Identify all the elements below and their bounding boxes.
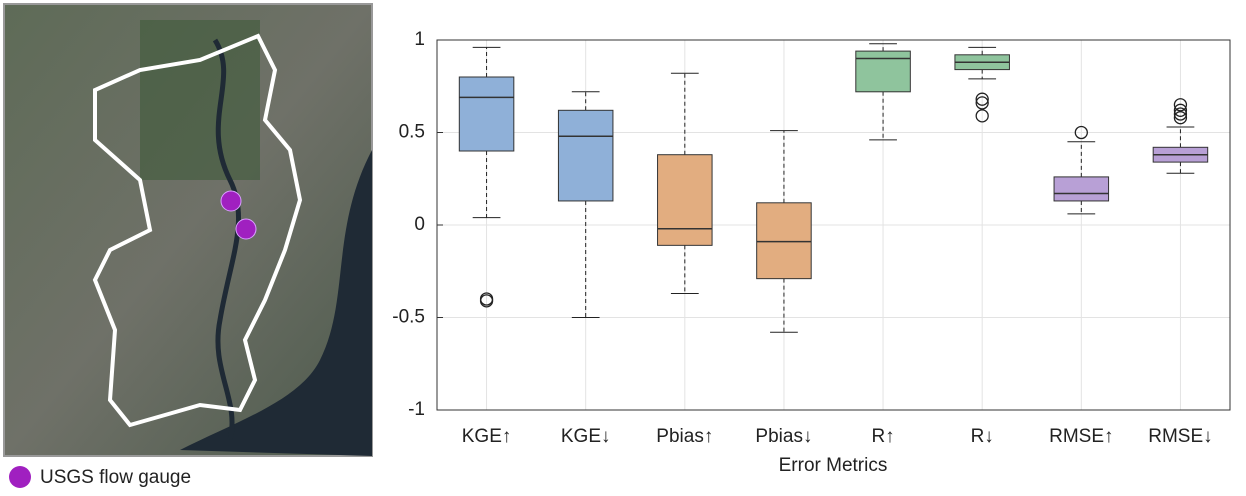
y-tick-label: 0	[414, 214, 425, 235]
x-tick-label: KGE↓	[561, 426, 611, 447]
x-tick-label: Pbias↓	[755, 426, 812, 447]
gauge-marker	[220, 190, 242, 212]
x-axis-label: Error Metrics	[779, 455, 888, 476]
box	[458, 76, 515, 152]
box	[855, 50, 911, 93]
outlier	[1173, 103, 1188, 117]
map-river	[180, 150, 372, 456]
outlier	[1173, 111, 1188, 125]
y-tick-label: 1	[414, 29, 425, 50]
y-tick-label: -0.5	[392, 307, 425, 328]
x-tick-label: R↑	[871, 426, 894, 447]
outlier	[479, 294, 494, 308]
gauge-marker	[235, 218, 257, 240]
box	[1053, 176, 1110, 202]
map: USGS flow gauge	[3, 3, 373, 488]
map-park	[140, 20, 260, 180]
outlier	[975, 109, 989, 123]
x-tick-label: R↓	[971, 426, 994, 447]
chart: Error Metrics -1 -0.5 0 0.5 1 KGE↑ KGE↓ Pbias↑ P…	[392, 29, 1231, 476]
watershed-outline	[92, 33, 303, 428]
box	[557, 109, 614, 202]
legend-label: USGS flow gauge	[40, 467, 191, 488]
x-tick-label: RMSE↑	[1049, 426, 1113, 447]
legend-marker	[9, 466, 31, 488]
x-tick-label: RMSE↓	[1148, 426, 1212, 447]
outlier	[1173, 107, 1188, 121]
box	[657, 154, 713, 246]
outlier	[975, 92, 989, 106]
outlier	[1173, 98, 1188, 112]
x-tick-label: KGE↑	[462, 426, 512, 447]
y-tick-label: -1	[408, 399, 425, 420]
box	[756, 202, 812, 280]
y-tick-label: 0.5	[399, 122, 425, 143]
x-tick-label: Pbias↑	[656, 426, 713, 447]
outlier	[1074, 125, 1088, 140]
plot-frame	[436, 39, 1231, 411]
outlier	[975, 96, 989, 110]
